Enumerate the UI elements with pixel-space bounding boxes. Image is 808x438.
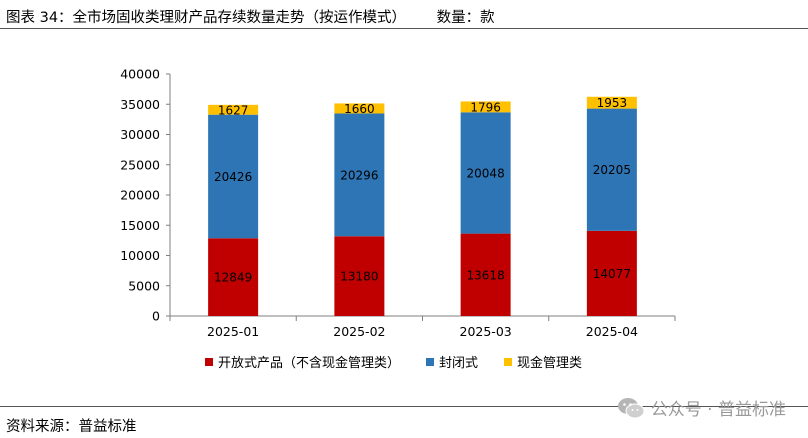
data-label: 20296	[340, 168, 378, 182]
figure-title: 图表 34：全市场固收类理财产品存续数量走势（按运作模式） 数量：款	[6, 6, 495, 27]
legend-item-cash: 现金管理类	[504, 352, 582, 371]
legend-swatch-open	[205, 357, 213, 366]
data-label: 20205	[593, 163, 631, 177]
watermark-text: 公众号 · 普益标准	[650, 400, 786, 420]
figure-title-text: 图表 34：全市场固收类理财产品存续数量走势（按运作模式）	[6, 10, 407, 26]
bar-segment-cash	[460, 101, 511, 113]
data-label: 1796	[470, 100, 501, 114]
figure-units: 数量：款	[436, 10, 495, 26]
bar-segment-open	[334, 236, 385, 316]
data-label: 1953	[597, 96, 628, 110]
legend-label-cash: 现金管理类	[517, 356, 583, 371]
bar-segment-cash	[586, 96, 637, 109]
y-tick-label: 0	[152, 309, 160, 324]
data-label: 1627	[218, 103, 249, 117]
legend-label-open: 开放式产品（不含现金管理类）	[218, 356, 401, 371]
legend-swatch-cash	[504, 357, 513, 366]
x-tick-label: 2025-04	[586, 324, 638, 339]
data-label: 20426	[214, 170, 252, 184]
bar-segment-cash	[334, 103, 385, 114]
bar-segment-closed	[586, 108, 637, 231]
data-label: 14077	[593, 267, 631, 281]
x-tick-label: 2025-02	[333, 324, 385, 339]
bar-segment-closed	[460, 112, 511, 234]
data-label: 13618	[467, 268, 505, 282]
legend-label-closed: 封闭式	[439, 356, 479, 371]
legend-item-open: 开放式产品（不含现金管理类）	[205, 352, 400, 371]
data-label: 1660	[344, 102, 375, 116]
y-tick-label: 40000	[120, 67, 160, 82]
y-tick-label: 5000	[128, 278, 160, 293]
y-tick-label: 20000	[120, 188, 160, 203]
bottom-divider	[0, 406, 808, 407]
source-note: 资料来源：普益标准	[6, 419, 137, 435]
bar-segment-closed	[334, 113, 385, 237]
y-tick-label: 15000	[120, 218, 160, 233]
top-divider	[0, 28, 808, 29]
y-tick-label: 10000	[120, 248, 160, 263]
watermark: 公众号 · 普益标准	[617, 395, 786, 420]
y-tick-label: 30000	[120, 127, 160, 142]
y-tick-label: 35000	[120, 97, 160, 112]
wechat-icon	[617, 397, 645, 418]
legend-item-closed: 封闭式	[426, 352, 478, 371]
data-label: 12849	[214, 271, 252, 285]
x-tick-label: 2025-03	[460, 324, 512, 339]
legend-swatch-closed	[426, 357, 435, 366]
x-tick-label: 2025-01	[207, 324, 259, 339]
bar-segment-open	[586, 230, 637, 316]
bar-segment-open	[208, 238, 259, 316]
chart-legend: 开放式产品（不含现金管理类） 封闭式 现金管理类	[205, 352, 582, 371]
bar-segment-open	[460, 233, 511, 316]
y-tick-label: 25000	[120, 157, 160, 172]
data-label: 13180	[340, 270, 378, 284]
bar-segment-closed	[208, 114, 259, 239]
bar-segment-cash	[208, 104, 259, 115]
data-label: 20048	[467, 166, 505, 180]
